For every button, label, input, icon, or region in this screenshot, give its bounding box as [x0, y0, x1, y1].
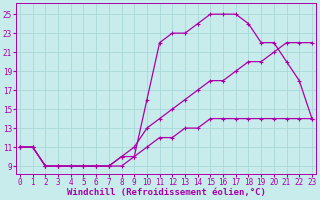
X-axis label: Windchill (Refroidissement éolien,°C): Windchill (Refroidissement éolien,°C)	[67, 188, 265, 197]
